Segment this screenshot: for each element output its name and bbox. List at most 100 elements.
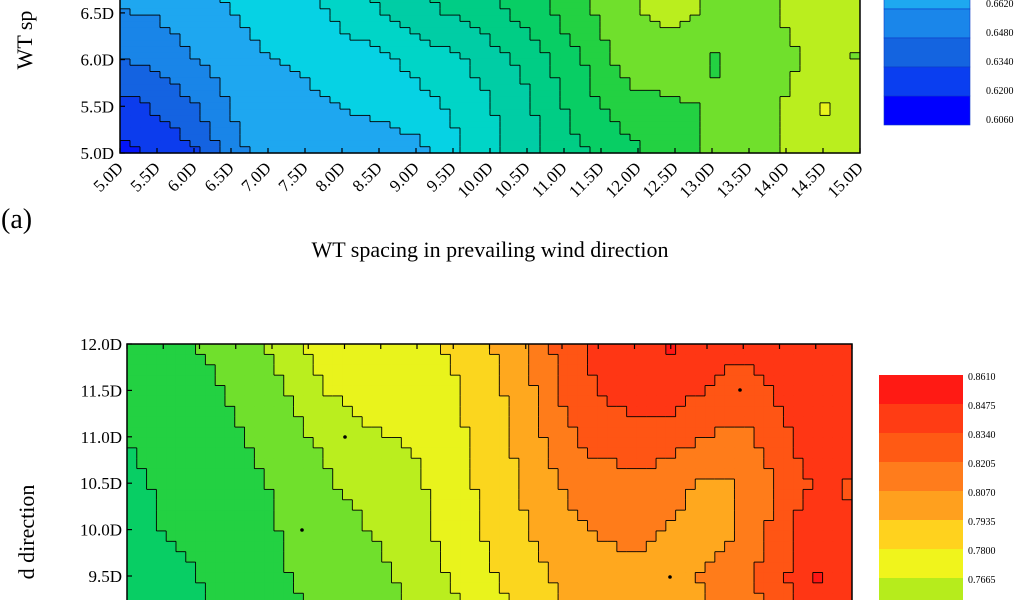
panel-b-contour-cell xyxy=(597,582,608,594)
panel-a-contour-cell xyxy=(830,102,841,110)
panel-a-contour-cell xyxy=(150,27,161,35)
panel-a-contour-cell xyxy=(340,109,351,116)
panel-b-contour-cell xyxy=(215,520,226,532)
panel-a-contour-cell xyxy=(260,65,271,73)
panel-a-contour-cell xyxy=(490,77,501,85)
panel-a-contour-cell xyxy=(640,121,651,129)
panel-b-contour-cell xyxy=(381,541,393,553)
panel-b-contour-cell xyxy=(783,551,794,563)
panel-a-contour-cell xyxy=(520,8,531,16)
panel-a-contour-cell xyxy=(540,146,551,154)
panel-a-contour-cell xyxy=(250,8,261,16)
panel-a-contour-cell xyxy=(850,27,860,35)
panel-a-contour-cell xyxy=(180,27,191,35)
panel-a-contour-cell xyxy=(810,121,821,129)
panel-b-contour-cell xyxy=(283,447,295,459)
panel-a-contour-cell xyxy=(280,52,291,60)
panel-b-contour-cell xyxy=(705,499,716,511)
panel-a-contour-cell xyxy=(290,2,301,10)
panel-b-contour-cell xyxy=(362,375,373,387)
panel-a-contour-cell xyxy=(410,121,421,129)
panel-a-contour-cell xyxy=(180,58,191,66)
panel-a-contour-cell xyxy=(690,140,701,148)
panel-a-contour-cell xyxy=(370,140,381,148)
panel-b-y-tick-label: 11.5D xyxy=(81,381,122,400)
panel-b-contour-cell xyxy=(234,551,246,563)
panel-b-contour-cell xyxy=(499,541,510,553)
panel-b-contour-cell xyxy=(656,395,667,407)
panel-b-contour-cell xyxy=(616,510,628,522)
panel-b-contour-cell xyxy=(587,447,598,459)
panel-b-contour-cell xyxy=(469,385,481,397)
panel-a-contour-cell xyxy=(790,127,801,135)
panel-a-contour-cell xyxy=(360,0,371,4)
panel-b-contour-cell xyxy=(234,510,246,522)
panel-b-contour-cell xyxy=(567,520,579,532)
panel-a-contour-cell xyxy=(640,102,651,110)
panel-b-contour-cell xyxy=(597,530,608,542)
panel-b-contour-cell xyxy=(166,530,177,542)
panel-a-contour-cell xyxy=(660,140,671,148)
panel-a-contour-cell xyxy=(460,21,471,29)
panel-b-contour-cell xyxy=(450,551,461,563)
panel-b-contour-cell xyxy=(803,499,814,511)
panel-a-contour-cell xyxy=(580,65,591,73)
panel-b-colorbar-label: 0.7665 xyxy=(968,575,996,586)
panel-b-contour-cell xyxy=(479,520,491,532)
panel-b-contour-cell xyxy=(822,458,834,470)
panel-a-contour-cell xyxy=(230,2,241,10)
panel-b-contour-cell xyxy=(705,447,716,459)
panel-a-contour-cell xyxy=(190,52,201,60)
panel-b-contour-cell xyxy=(597,499,608,511)
panel-b-contour-cell xyxy=(420,530,432,542)
panel-b-contour-cell xyxy=(665,416,677,428)
panel-b-contour-cell xyxy=(616,530,628,542)
panel-b-contour-cell xyxy=(185,375,197,387)
panel-b-contour-cell xyxy=(754,427,765,439)
panel-b-contour-cell xyxy=(499,354,510,366)
panel-a-contour-cell xyxy=(130,58,141,66)
panel-b-contour-cell xyxy=(734,489,745,501)
panel-b-contour-cell xyxy=(558,562,569,574)
panel-b-contour-cell xyxy=(597,479,608,490)
panel-b-contour-cell xyxy=(773,593,785,600)
panel-b-contour-cell xyxy=(264,364,275,376)
panel-a-contour-cell xyxy=(790,52,801,60)
panel-a-contour-cell xyxy=(580,8,591,16)
panel-b-contour-cell xyxy=(842,530,852,542)
panel-a-contour-cell xyxy=(150,90,161,98)
panel-a-contour-cell xyxy=(190,46,201,54)
panel-a-contour-cell xyxy=(800,0,811,4)
panel-b-contour-cell xyxy=(166,541,177,553)
panel-b-contour-cell xyxy=(528,510,540,522)
panel-b-colorbar-swatch xyxy=(879,404,963,433)
panel-b-contour-cell xyxy=(705,354,716,366)
panel-a-contour-cell xyxy=(560,27,571,35)
panel-b-contour-cell xyxy=(538,406,549,418)
panel-a-contour-cell xyxy=(410,15,421,22)
panel-a-contour-cell xyxy=(780,65,791,73)
panel-b-contour-cell xyxy=(371,468,383,480)
panel-b-contour-cell xyxy=(440,572,451,584)
panel-b-contour-cell xyxy=(685,468,696,480)
panel-a-contour-cell xyxy=(540,140,551,148)
panel-b-contour-cell xyxy=(342,510,353,522)
panel-a-contour-cell xyxy=(250,77,261,85)
panel-b-contour-cell xyxy=(636,468,647,480)
panel-b-contour-cell xyxy=(411,593,422,600)
panel-a-contour-cell xyxy=(610,146,621,154)
panel-b-contour-cell xyxy=(283,416,295,428)
panel-a-contour-cell xyxy=(480,0,491,4)
panel-a-contour-cell xyxy=(170,21,181,29)
panel-b-contour-cell xyxy=(763,562,775,574)
panel-a-contour-cell xyxy=(540,58,551,66)
panel-a-contour-cell xyxy=(710,8,721,16)
panel-a-contour-cell xyxy=(520,33,531,41)
panel-a-contour-cell xyxy=(450,140,461,148)
panel-b-contour-cell xyxy=(322,447,334,459)
panel-b-contour-cell xyxy=(215,395,226,407)
panel-a-contour-cell xyxy=(570,84,581,91)
panel-a-contour-cell xyxy=(810,140,821,148)
panel-a-contour-cell xyxy=(420,77,431,85)
panel-b-contour-cell xyxy=(371,395,383,407)
